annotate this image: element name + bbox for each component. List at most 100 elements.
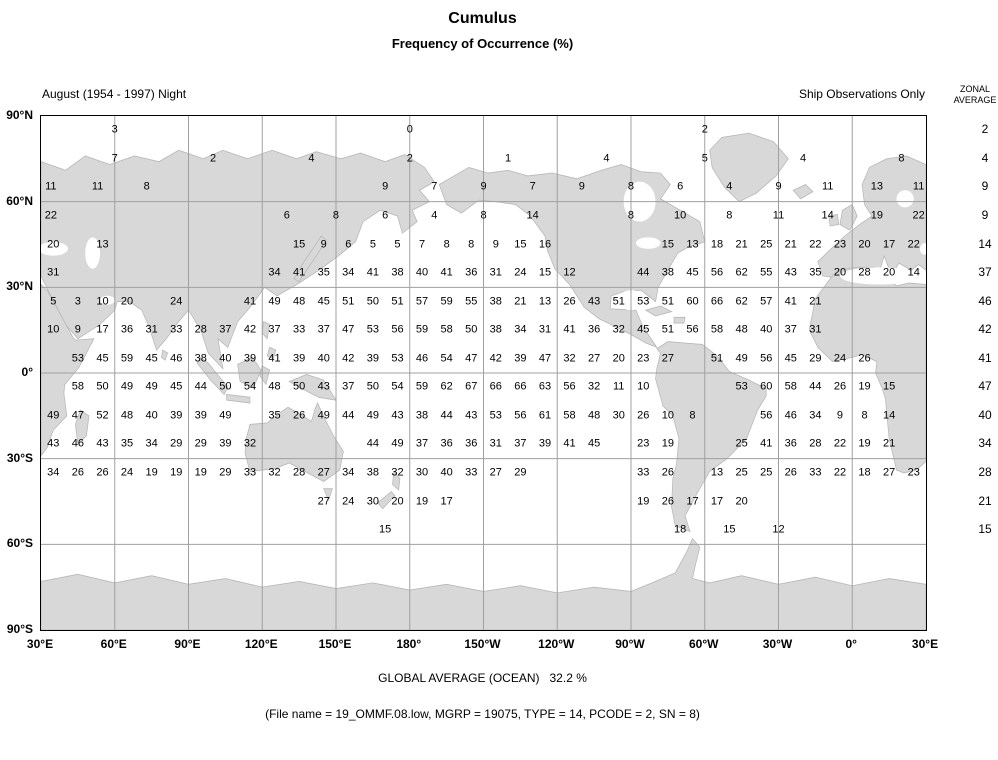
grid-value: 5 (369, 238, 376, 250)
grid-value: 15 (723, 523, 736, 536)
zonal-average-header: ZONAL AVERAGE (953, 84, 997, 106)
grid-value: 13 (710, 466, 724, 479)
grid-value: 44 (366, 437, 379, 450)
grid-value: 37 (415, 437, 429, 450)
grid-value: 20 (735, 495, 748, 507)
grid-value: 40 (440, 466, 453, 479)
latitude-tick-label: 90°S (6, 622, 33, 636)
grid-value: 34 (268, 266, 281, 279)
landmass-madagascar (75, 409, 90, 446)
grid-value: 27 (317, 466, 330, 479)
grid-value: 13 (870, 180, 883, 193)
grid-value: 39 (538, 437, 552, 450)
grid-value: 14 (883, 409, 896, 422)
grid-value: 21 (735, 238, 748, 250)
grid-value: 29 (809, 352, 822, 365)
grid-value: 12 (772, 523, 785, 536)
grid-value: 35 (268, 409, 281, 422)
grid-value: 10 (47, 323, 60, 336)
grid-value: 41 (243, 295, 257, 308)
grid-value: 39 (170, 409, 183, 422)
grid-value: 6 (283, 209, 290, 222)
grid-value: 39 (366, 352, 379, 365)
grid-value: 8 (143, 180, 150, 193)
latitude-tick-label: 30°S (6, 450, 33, 465)
page-title: Cumulus (448, 10, 517, 27)
grid-value: 39 (293, 352, 306, 365)
grid-value: 11 (612, 380, 625, 393)
grid-value: 20 (391, 495, 404, 507)
file-info-label: (File name = 19_OMMF.08.low, MGRP = 1907… (265, 707, 700, 721)
grid-value: 41 (440, 266, 453, 279)
grid-value: 43 (96, 437, 109, 450)
grid-value: 33 (637, 466, 650, 479)
grid-value: 49 (219, 409, 232, 422)
grid-value: 42 (489, 352, 502, 365)
longitude-tick-label: 30°W (762, 637, 793, 651)
grid-value: 22 (833, 466, 847, 479)
grid-value: 25 (760, 466, 773, 479)
grid-value: 30 (415, 466, 429, 479)
grid-value: 5 (50, 295, 57, 308)
grid-value: 45 (145, 352, 158, 365)
grid-value: 10 (661, 409, 674, 422)
grid-value: 44 (342, 409, 355, 422)
grid-value: 23 (907, 466, 920, 479)
grid-value: 51 (710, 352, 724, 365)
grid-value: 55 (760, 266, 773, 279)
grid-value: 24 (514, 266, 527, 279)
grid-value: 22 (809, 238, 822, 250)
grid-value: 32 (563, 352, 576, 365)
grid-value: 38 (661, 266, 674, 279)
zonal-average-value: 28 (978, 464, 992, 479)
grid-value: 13 (686, 238, 699, 250)
grid-value: 15 (883, 380, 896, 393)
grid-value: 51 (661, 295, 674, 308)
grid-value: 9 (836, 409, 844, 422)
grid-value: 40 (219, 352, 232, 365)
grid-value: 20 (612, 352, 625, 365)
landmass-caribbean (644, 305, 686, 324)
grid-value: 56 (760, 409, 773, 422)
grid-value: 56 (514, 409, 527, 422)
landmass-north-america (438, 164, 706, 349)
landmass-japan (293, 235, 327, 283)
grid-value: 26 (833, 380, 847, 393)
grid-value: 42 (243, 323, 257, 336)
grid-value: 50 (293, 380, 306, 393)
grid-value: 45 (784, 352, 797, 365)
grid-value: 21 (809, 295, 822, 308)
inland-seas (41, 181, 926, 311)
grid-value: 50 (465, 323, 478, 336)
grid-value: 30 (612, 409, 625, 422)
grid-value: 53 (637, 295, 650, 308)
longitude-tick-label: 180° (396, 637, 422, 651)
grid-value: 14 (907, 266, 920, 279)
grid-value: 49 (317, 409, 330, 422)
grid-value: 49 (391, 437, 404, 450)
grid-value: 41 (784, 295, 797, 308)
zonal-header-line2: AVERAGE (953, 95, 997, 105)
grid-value: 2 (701, 123, 708, 136)
longitude-tick-label: 90°E (174, 637, 201, 651)
grid-value: 36 (440, 437, 453, 450)
grid-value: 44 (194, 380, 207, 393)
grid-value: 7 (111, 152, 118, 165)
grid-value: 25 (735, 466, 748, 479)
grid-value: 0 (406, 123, 413, 136)
grid-value: 14 (526, 209, 539, 222)
grid-value: 51 (342, 295, 355, 308)
grid-value: 36 (465, 266, 478, 279)
grid-value: 27 (661, 352, 674, 365)
grid-value: 45 (170, 380, 183, 393)
source-label: Ship Observations Only (798, 87, 925, 101)
grid-value: 33 (293, 323, 306, 336)
grid-value: 56 (391, 323, 404, 336)
longitude-tick-label: 150°E (318, 637, 352, 651)
grid-value: 36 (588, 323, 601, 336)
grid-value: 50 (366, 295, 379, 308)
grid-value: 26 (661, 495, 674, 507)
grid-value: 31 (489, 266, 502, 279)
grid-value: 48 (588, 409, 601, 422)
grid-value: 59 (415, 323, 429, 336)
